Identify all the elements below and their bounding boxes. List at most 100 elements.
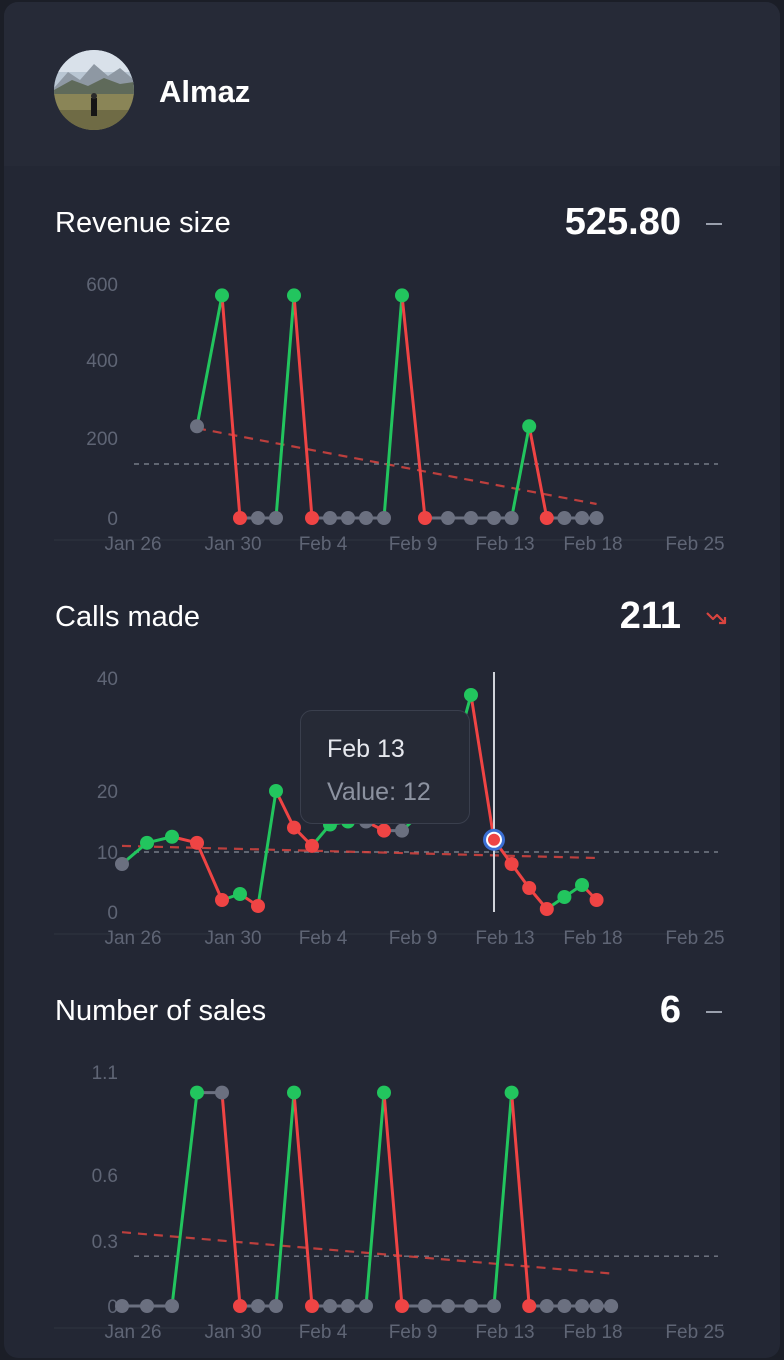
data-point[interactable] [539, 1299, 554, 1313]
data-point[interactable] [287, 820, 301, 835]
data-point[interactable] [359, 511, 373, 525]
data-point[interactable] [269, 1299, 283, 1313]
series-segment [469, 693, 496, 842]
data-point[interactable] [377, 511, 391, 525]
data-point[interactable] [464, 511, 478, 525]
data-point[interactable] [539, 902, 554, 916]
data-point[interactable] [589, 893, 604, 907]
data-point[interactable] [418, 511, 432, 525]
data-point[interactable] [464, 687, 478, 702]
data-point[interactable] [487, 1299, 501, 1313]
sales-title: Number of sales [55, 995, 267, 1027]
data-point[interactable] [251, 511, 265, 525]
data-point[interactable] [441, 511, 455, 525]
data-point[interactable] [604, 1299, 619, 1313]
data-point[interactable] [359, 1299, 373, 1313]
data-point[interactable] [522, 1299, 537, 1313]
data-point[interactable] [251, 899, 265, 913]
data-point[interactable] [589, 511, 604, 525]
data-point[interactable] [575, 511, 589, 525]
series-segment [382, 293, 404, 520]
data-point[interactable] [233, 1299, 247, 1313]
x-tick-label: Feb 13 [475, 1322, 534, 1343]
data-point[interactable] [341, 1299, 355, 1313]
x-tick-label: Feb 4 [299, 534, 348, 555]
data-point[interactable] [464, 1299, 478, 1313]
revenue-value: 525.80 [564, 201, 681, 243]
data-point[interactable] [305, 838, 319, 853]
data-point[interactable] [190, 1085, 204, 1100]
data-point[interactable] [557, 511, 572, 525]
data-point[interactable] [341, 511, 355, 525]
data-point[interactable] [557, 890, 572, 904]
data-point[interactable] [305, 511, 319, 525]
data-point[interactable] [539, 511, 554, 525]
data-point[interactable] [575, 878, 589, 892]
sales-chart[interactable]: 0 0.3 0.6 1.1 Jan 26 Jan 30 Feb 4 Feb 9 Feb 13 Fe… [4, 1050, 780, 1350]
highlight-point[interactable] [488, 833, 500, 846]
data-point[interactable] [287, 1085, 301, 1100]
data-point[interactable] [190, 835, 204, 850]
data-point[interactable] [522, 881, 537, 895]
data-point[interactable] [115, 1299, 129, 1313]
data-point[interactable] [522, 419, 537, 434]
data-point[interactable] [441, 1299, 455, 1313]
data-point[interactable] [377, 823, 391, 838]
data-point[interactable] [575, 1299, 589, 1313]
data-point[interactable] [165, 829, 179, 844]
x-tick-label: Jan 30 [204, 1322, 261, 1343]
dashboard-card: Almaz Revenue size 525.80 0 200 400 600 Jan … [4, 2, 780, 1358]
series-segment [292, 293, 314, 520]
data-point[interactable] [287, 288, 301, 303]
x-tick-label: Feb 25 [665, 1322, 724, 1343]
series-segment [382, 1091, 404, 1308]
data-point[interactable] [377, 1085, 391, 1100]
data-point[interactable] [269, 784, 283, 798]
x-tick-label: Feb 13 [475, 928, 534, 949]
user-name: Almaz [159, 74, 251, 109]
sales-value: 6 [659, 989, 681, 1031]
series-segment [220, 293, 242, 520]
data-point[interactable] [487, 511, 501, 525]
revenue-chart[interactable]: 0 200 400 600 Jan 26 Jan 30 Feb 4 Feb 9 Feb 13 Fe… [4, 262, 780, 562]
data-point[interactable] [269, 511, 283, 525]
data-point[interactable] [215, 1085, 229, 1100]
data-point[interactable] [140, 1299, 154, 1313]
series-segment [510, 424, 531, 520]
x-tick-label: Feb 9 [389, 928, 438, 949]
data-point[interactable] [504, 857, 519, 871]
y-tick-label: 10 [97, 843, 118, 864]
data-point[interactable] [395, 823, 409, 838]
dash-icon [706, 1011, 722, 1013]
data-point[interactable] [233, 511, 247, 525]
data-point[interactable] [323, 511, 337, 525]
data-point[interactable] [251, 1299, 265, 1313]
data-point[interactable] [395, 1299, 409, 1313]
x-tick-label: Feb 18 [563, 534, 622, 555]
data-point[interactable] [190, 419, 204, 434]
data-point[interactable] [233, 887, 247, 901]
x-tick-label: Feb 4 [299, 1322, 348, 1343]
data-point[interactable] [165, 1299, 179, 1313]
data-point[interactable] [305, 1299, 319, 1313]
revenue-title: Revenue size [55, 207, 231, 239]
avatar[interactable] [54, 50, 134, 130]
data-point[interactable] [323, 1299, 337, 1313]
y-tick-label: 1.1 [92, 1063, 118, 1084]
tooltip-date: Feb 13 [327, 735, 405, 763]
series-segment [256, 789, 278, 908]
data-point[interactable] [215, 893, 229, 907]
series-segment [195, 293, 224, 428]
data-point[interactable] [557, 1299, 572, 1313]
series-segment [492, 1091, 514, 1308]
y-tick-label: 0.3 [92, 1232, 118, 1253]
data-point[interactable] [504, 1085, 519, 1100]
data-point[interactable] [504, 511, 519, 525]
data-point[interactable] [395, 288, 409, 303]
data-point[interactable] [418, 1299, 432, 1313]
data-point[interactable] [115, 857, 129, 871]
data-point[interactable] [589, 1299, 604, 1313]
data-point[interactable] [215, 288, 229, 303]
data-point[interactable] [140, 835, 154, 850]
trend-down-icon [706, 612, 727, 625]
